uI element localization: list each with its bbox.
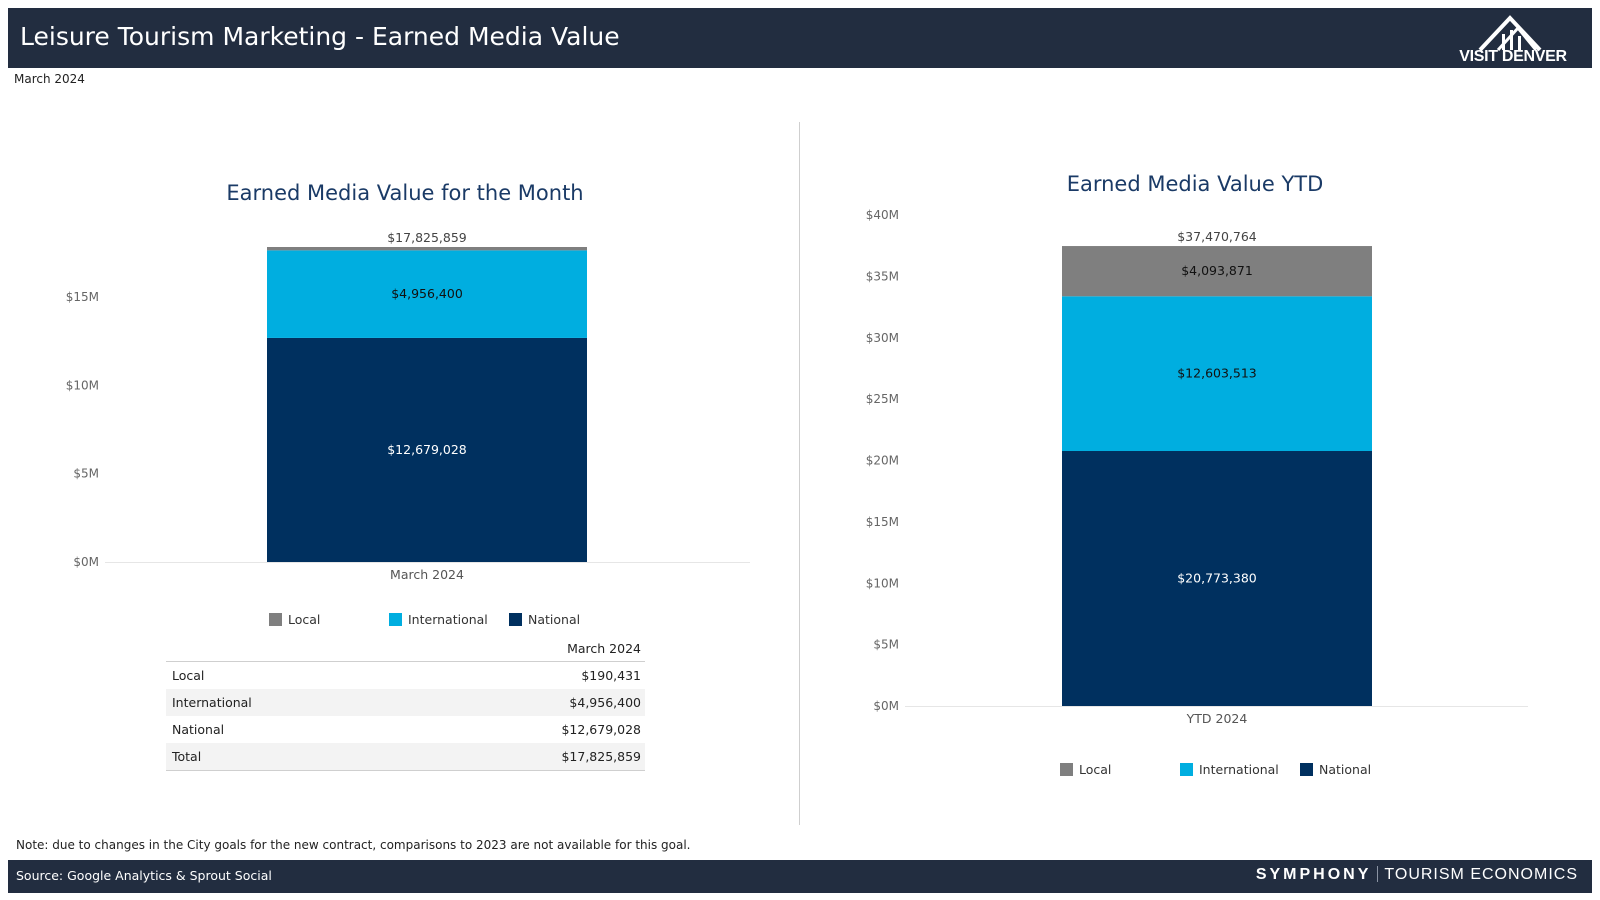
x-category-label: YTD 2024 xyxy=(1186,711,1248,726)
data-label-national: $20,773,380 xyxy=(1177,571,1257,586)
visit-denver-logo: VISIT DENVER xyxy=(1458,12,1568,66)
chart-title-ytd: Earned Media Value YTD xyxy=(1066,172,1324,196)
symphony-logo: SYMPHONY TOURISM ECONOMICS xyxy=(1256,866,1578,884)
legend-label: Local xyxy=(288,612,321,627)
legend-swatch xyxy=(1300,763,1313,776)
bar-segment-international xyxy=(267,250,587,338)
row-label: International xyxy=(172,695,252,710)
y-tick-label: $35M xyxy=(866,269,899,283)
legend-swatch xyxy=(269,613,282,626)
chart-month: $0M $5M $10M $15M $12,679,028 $4,956,400 $17,8… xyxy=(66,230,750,582)
y-tick-label: $15M xyxy=(866,515,899,529)
total-label: $17,825,859 xyxy=(387,230,467,245)
values-table: March 2024 Local $190,431 International $4… xyxy=(166,641,645,771)
legend-swatch xyxy=(1060,763,1073,776)
y-tick-label: $10M xyxy=(866,576,899,590)
row-value: $17,825,859 xyxy=(561,749,641,764)
row-label: National xyxy=(172,722,225,737)
brand-secondary: TOURISM ECONOMICS xyxy=(1384,866,1578,883)
y-tick-label: $15M xyxy=(66,290,99,304)
legend-item-international: International xyxy=(389,612,488,627)
y-tick-label: $0M xyxy=(73,555,99,569)
report-period: March 2024 xyxy=(14,72,85,86)
mountain-icon xyxy=(1478,15,1542,52)
page-title: Leisure Tourism Marketing - Earned Media… xyxy=(20,22,620,51)
footer-bar: Source: Google Analytics & Sprout Social… xyxy=(8,860,1592,893)
legend-label: Local xyxy=(1079,762,1112,777)
brand-primary: SYMPHONY xyxy=(1255,866,1372,883)
data-label-international: $12,603,513 xyxy=(1177,366,1257,381)
bar-segment-local xyxy=(1062,246,1372,297)
footnote: Note: due to changes in the City goals f… xyxy=(16,838,691,852)
y-tick-label: $0M xyxy=(873,699,899,713)
legend-item-local: Local xyxy=(269,612,320,627)
legend-item-international: International xyxy=(1180,762,1279,777)
legend-item-national: National xyxy=(1300,762,1371,777)
legend-item-local: Local xyxy=(1060,762,1111,777)
legend-label: National xyxy=(528,612,581,627)
bar-segment-national xyxy=(1062,451,1372,706)
legend-item-national: National xyxy=(509,612,580,627)
total-label: $37,470,764 xyxy=(1177,229,1257,244)
y-tick-label: $20M xyxy=(866,454,899,468)
table-row: Local $190,431 xyxy=(166,662,645,689)
logo-text: VISIT DENVER xyxy=(1459,48,1567,65)
row-value: $12,679,028 xyxy=(561,722,641,737)
bar-segment-local xyxy=(267,247,587,251)
legend-swatch xyxy=(389,613,402,626)
panel-divider xyxy=(799,122,800,825)
header-bar: Leisure Tourism Marketing - Earned Media… xyxy=(8,8,1592,68)
bar-segment-international xyxy=(1062,296,1372,452)
bar-segment-national xyxy=(267,337,587,562)
brand-separator xyxy=(1377,866,1379,882)
y-tick-label: $5M xyxy=(73,467,99,481)
legend-swatch xyxy=(509,613,522,626)
y-tick-label: $30M xyxy=(866,331,899,345)
table-column-header: March 2024 xyxy=(166,641,645,662)
table-row-total: Total $17,825,859 xyxy=(166,743,645,771)
legend-label: International xyxy=(408,612,488,627)
legend-month: Local International National xyxy=(0,612,800,630)
row-label: Local xyxy=(172,668,205,683)
chart-ytd: $0M $5M $10M $15M $20M $25M $30M $35M $40M $20,77… xyxy=(866,208,1528,726)
legend-swatch xyxy=(1180,763,1193,776)
y-tick-label: $25M xyxy=(866,392,899,406)
table-row: International $4,956,400 xyxy=(166,689,645,716)
table-row: National $12,679,028 xyxy=(166,716,645,743)
source-text: Source: Google Analytics & Sprout Social xyxy=(16,868,272,883)
data-label-national: $12,679,028 xyxy=(387,442,467,457)
row-label: Total xyxy=(172,749,202,764)
row-value: $190,431 xyxy=(581,668,641,683)
y-tick-label: $10M xyxy=(66,378,99,392)
row-value: $4,956,400 xyxy=(569,695,641,710)
y-tick-label: $5M xyxy=(873,638,899,652)
y-tick-label: $40M xyxy=(866,208,899,222)
data-label-international: $4,956,400 xyxy=(391,286,463,301)
data-label-local: $4,093,871 xyxy=(1181,263,1253,278)
legend-label: National xyxy=(1319,762,1372,777)
chart-title-month: Earned Media Value for the Month xyxy=(226,181,584,205)
legend-label: International xyxy=(1199,762,1279,777)
x-category-label: March 2024 xyxy=(390,567,464,582)
legend-ytd: Local International National xyxy=(800,762,1600,780)
